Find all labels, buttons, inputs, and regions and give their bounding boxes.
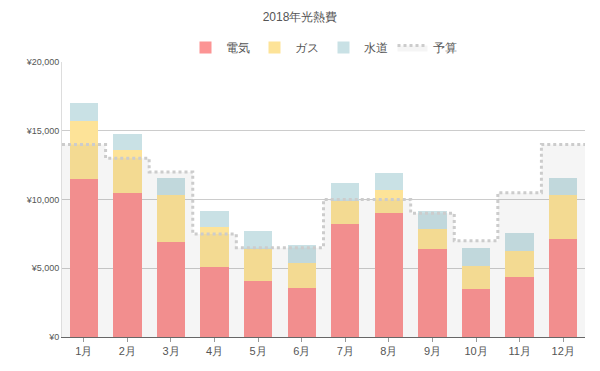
svg-text:10月: 10月 [464,345,487,357]
svg-text:8月: 8月 [380,345,397,357]
svg-text:水道: 水道 [364,41,388,55]
svg-text:3月: 3月 [162,345,179,357]
svg-text:¥10,000: ¥10,000 [26,195,60,205]
svg-text:電気: 電気 [226,41,250,55]
svg-text:11月: 11月 [508,345,530,357]
svg-text:予算: 予算 [433,41,457,55]
svg-text:¥5,000: ¥5,000 [31,263,60,273]
svg-text:ガス: ガス [295,41,319,55]
svg-text:¥0: ¥0 [48,332,59,342]
svg-text:6月: 6月 [293,345,310,357]
svg-text:¥20,000: ¥20,000 [26,57,60,67]
svg-text:5月: 5月 [250,345,267,357]
svg-text:1月: 1月 [75,345,92,357]
svg-text:4月: 4月 [206,345,223,357]
svg-text:12月: 12月 [552,345,575,357]
svg-text:7月: 7月 [337,345,354,357]
svg-text:2018年光熱費: 2018年光熱費 [263,10,338,24]
svg-text:¥15,000: ¥15,000 [26,126,60,136]
svg-text:2月: 2月 [119,345,136,357]
svg-text:9月: 9月 [424,345,441,357]
